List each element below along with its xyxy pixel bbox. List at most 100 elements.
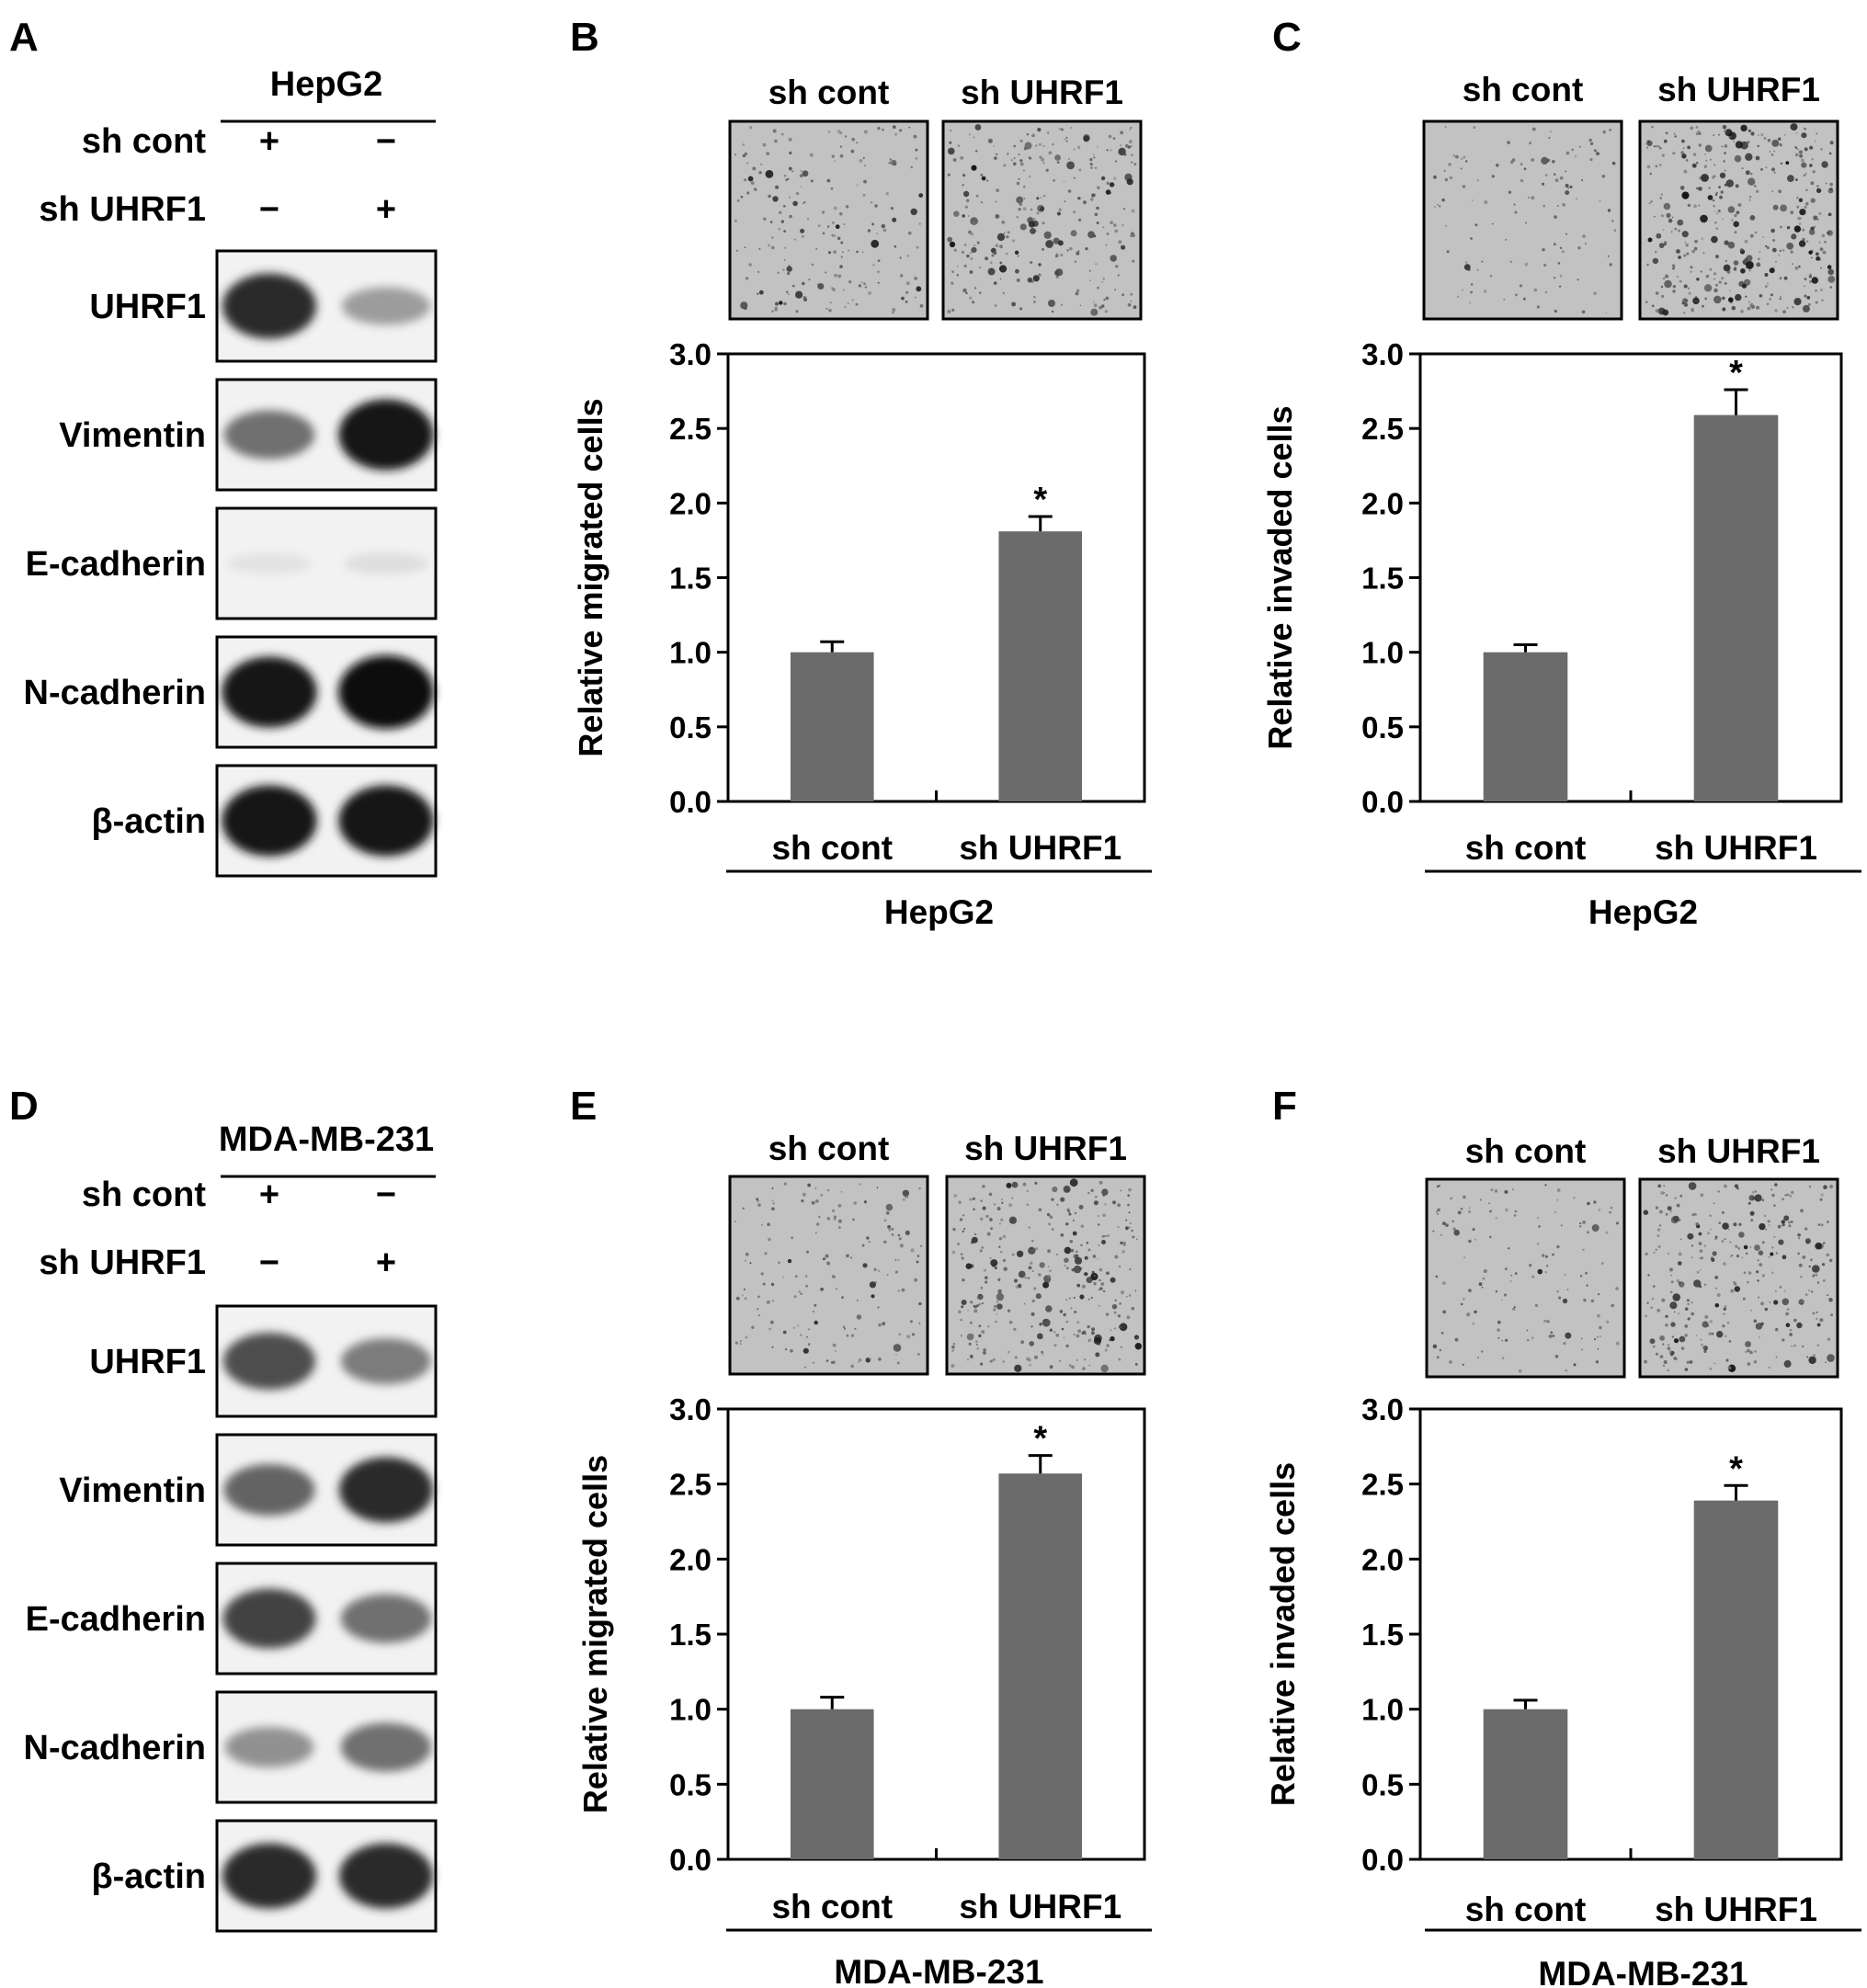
cell-speck [1755,155,1760,161]
cell-speck [1118,147,1126,156]
cell-speck [1783,1215,1790,1221]
cell-speck [840,256,843,258]
cell-speck [1724,282,1727,285]
cell-speck [1724,152,1726,154]
cell-speck [1509,1280,1512,1282]
cell-speck [1783,1289,1786,1292]
cell-speck [1489,1210,1492,1213]
cell-speck [1105,296,1110,301]
cell-speck [800,186,803,187]
cell-speck [1072,1219,1075,1221]
cell-speck [1740,268,1746,274]
cell-speck [1613,229,1617,233]
cell-speck [1702,1346,1706,1350]
cell-speck [1707,195,1713,200]
cell-speck [893,1344,902,1352]
cell-speck [1733,221,1739,228]
cell-speck [952,158,957,162]
cell-speck [825,1359,829,1362]
cell-speck [1130,145,1133,148]
cell-speck [1100,1282,1105,1286]
cell-speck [760,1224,763,1226]
micrograph-frame [1638,1177,1839,1379]
cell-speck [1032,217,1036,222]
cell-speck [1542,248,1545,252]
cell-speck [962,190,970,198]
cell-speck [1760,168,1763,171]
cell-speck [832,1275,836,1278]
cell-speck [1750,1309,1753,1312]
cell-speck [1015,1285,1019,1289]
cell-speck [878,1323,882,1327]
cell-speck [1794,146,1797,149]
cell-speck [734,1341,738,1345]
band-lane2 [338,399,434,471]
cell-speck [1652,1345,1656,1348]
cell-speck [948,147,955,155]
cell-speck [980,1286,984,1289]
cell-speck [1734,154,1742,163]
cell-speck [1030,1261,1033,1265]
cell-speck [981,1330,985,1334]
cell-speck [897,1258,900,1261]
cell-speck [964,205,968,209]
cell-speck [1093,1336,1102,1346]
cell-speck [1134,1343,1143,1350]
y-tick-label: 2.5 [669,412,712,446]
cell-speck [1128,1211,1131,1214]
cell-speck [973,287,977,290]
cell-speck [1105,244,1108,246]
cell-speck [1042,247,1044,251]
cell-speck [1086,1241,1089,1244]
cell-speck [1484,290,1487,293]
cell-speck [1821,161,1828,168]
cell-speck [1110,192,1112,194]
cell-speck [740,196,744,199]
cell-speck [975,1340,978,1343]
cell-speck [989,261,993,265]
cell-speck [1778,189,1782,194]
cell-speck [1673,1338,1679,1344]
cell-speck [995,244,999,248]
x-category-label: sh UHRF1 [1655,829,1817,867]
cell-speck [970,217,978,225]
cell-speck [1007,1309,1011,1312]
cell-speck [996,188,999,193]
cell-speck [864,286,868,289]
bar-sh-uhrf1 [998,531,1083,801]
cell-speck [1133,163,1137,166]
cell-speck [1581,1348,1583,1351]
cell-speck [1042,144,1045,147]
cell-speck [957,1310,962,1314]
cell-speck [966,1333,974,1341]
y-tick-label: 2.0 [1361,486,1404,520]
bar-sh-uhrf1 [1693,1500,1779,1859]
cell-speck [1078,1204,1084,1210]
cell-speck [1466,1312,1471,1317]
blot-band-box: β-actin [91,764,438,878]
cell-speck [1808,229,1816,235]
cell-speck [831,1361,834,1364]
cell-speck [973,1208,975,1211]
cell-speck [1645,1314,1647,1318]
cell-speck [1690,270,1692,273]
cell-speck [1658,146,1662,150]
cell-speck [801,234,804,238]
cell-speck [1679,279,1682,283]
cell-speck [968,133,971,136]
cell-speck [847,302,849,304]
cell-speck [1439,205,1441,208]
cell-speck [846,1334,849,1337]
cell-speck [835,224,840,230]
cell-speck [1593,291,1597,295]
cell-speck [1709,1320,1713,1323]
chart-panel-e: Esh cont sh UHRF10.00.51.01.52.02.53.0Rel… [570,1084,1152,1988]
cell-speck [1779,143,1782,147]
cell-speck [1709,1214,1712,1217]
cell-speck [1700,1338,1702,1341]
cell-speck [970,251,973,255]
cell-speck [1797,1252,1800,1255]
cell-speck [1505,1267,1508,1270]
cell-speck [1436,1210,1438,1213]
cell-speck [1107,1234,1110,1237]
